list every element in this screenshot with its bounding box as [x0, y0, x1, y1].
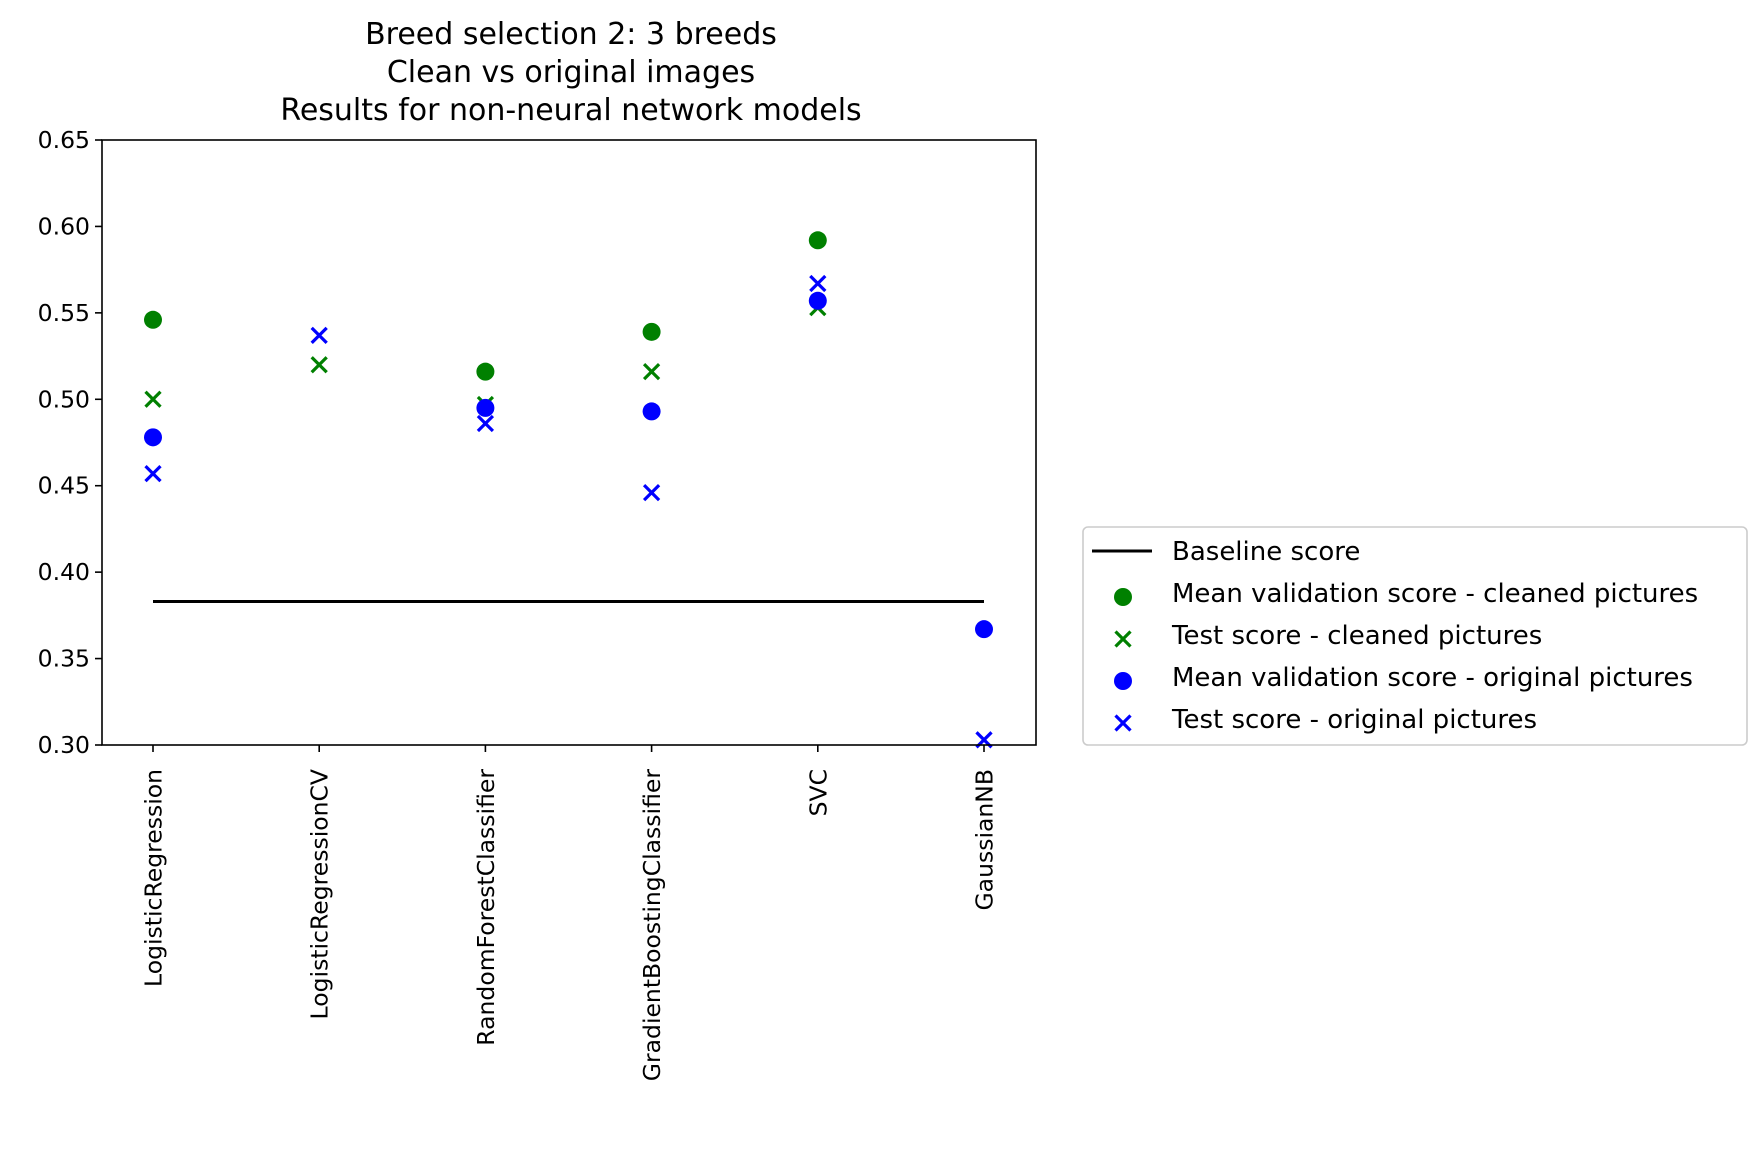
y-tick-label: 0.40 [38, 558, 90, 586]
data-point-4-1 [144, 464, 162, 483]
x-tick-label: GaussianNB [971, 769, 999, 911]
series-2 [144, 299, 827, 414]
data-point-2-4 [642, 362, 661, 381]
y-tick-label: 0.35 [38, 645, 90, 673]
data-point-1-4 [642, 322, 661, 341]
series-1 [144, 231, 827, 381]
legend: Baseline score Mean validation score - cl… [1082, 526, 1748, 746]
legend-box [1082, 526, 1748, 746]
data-point-1-3 [476, 362, 495, 381]
data-point-1-5 [808, 231, 827, 250]
legend-marker [1114, 630, 1132, 648]
data-point-2-1 [144, 390, 162, 408]
legend-marker [1114, 714, 1132, 732]
legend-label: Test score - cleaned pictures [1171, 621, 1542, 651]
x-tick-label: SVC [804, 769, 832, 816]
y-tick-label: 0.60 [38, 212, 90, 240]
x-tick-label: GradientBoostingClassifier [638, 769, 666, 1082]
x-tick-label: LogisticRegressionCV [306, 769, 334, 1019]
x-tick-label: RandomForestClassifier [472, 769, 500, 1046]
data-point-3-1 [144, 428, 162, 447]
series-3 [144, 291, 993, 639]
chart-title-line-3: Results for non-neural network models [280, 93, 861, 128]
legend-label: Baseline score [1172, 537, 1360, 567]
data-point-4-2 [310, 326, 328, 344]
chart-title-line-1: Breed selection 2: 3 breeds [365, 17, 777, 52]
legend-marker [1114, 672, 1132, 690]
data-point-3-6 [975, 620, 993, 639]
axes-frame [101, 139, 1037, 746]
data-point-4-4 [642, 483, 661, 502]
data-point-1-1 [144, 310, 162, 329]
y-tick-label: 0.55 [38, 299, 90, 327]
x-tick-label: LogisticRegression [140, 769, 168, 987]
data-point-3-5 [808, 291, 827, 310]
legend-marker [1114, 588, 1132, 606]
y-tick-label: 0.50 [38, 385, 90, 413]
data-point-3-4 [642, 402, 661, 421]
y-tick-label: 0.30 [38, 731, 90, 759]
series-4 [144, 274, 993, 749]
y-tick-label: 0.45 [38, 472, 90, 500]
legend-label: Mean validation score - original picture… [1172, 663, 1693, 693]
chart-title-line-2: Clean vs original images [387, 55, 755, 90]
legend-label: Mean validation score - cleaned pictures [1172, 579, 1698, 609]
y-tick-label: 0.65 [38, 126, 90, 154]
data-point-2-2 [310, 356, 328, 374]
legend-label: Test score - original pictures [1171, 705, 1537, 735]
axes: 0.30 0.35 0.40 0.45 0.50 0.55 0.60 0.65 Logistic… [38, 126, 1037, 1082]
data-point-3-3 [476, 398, 495, 417]
data-point-4-5 [809, 274, 827, 293]
plot-area [144, 231, 993, 749]
data-point-4-3 [476, 414, 495, 433]
chart-title: Breed selection 2: 3 breeds Clean vs ori… [280, 17, 861, 128]
